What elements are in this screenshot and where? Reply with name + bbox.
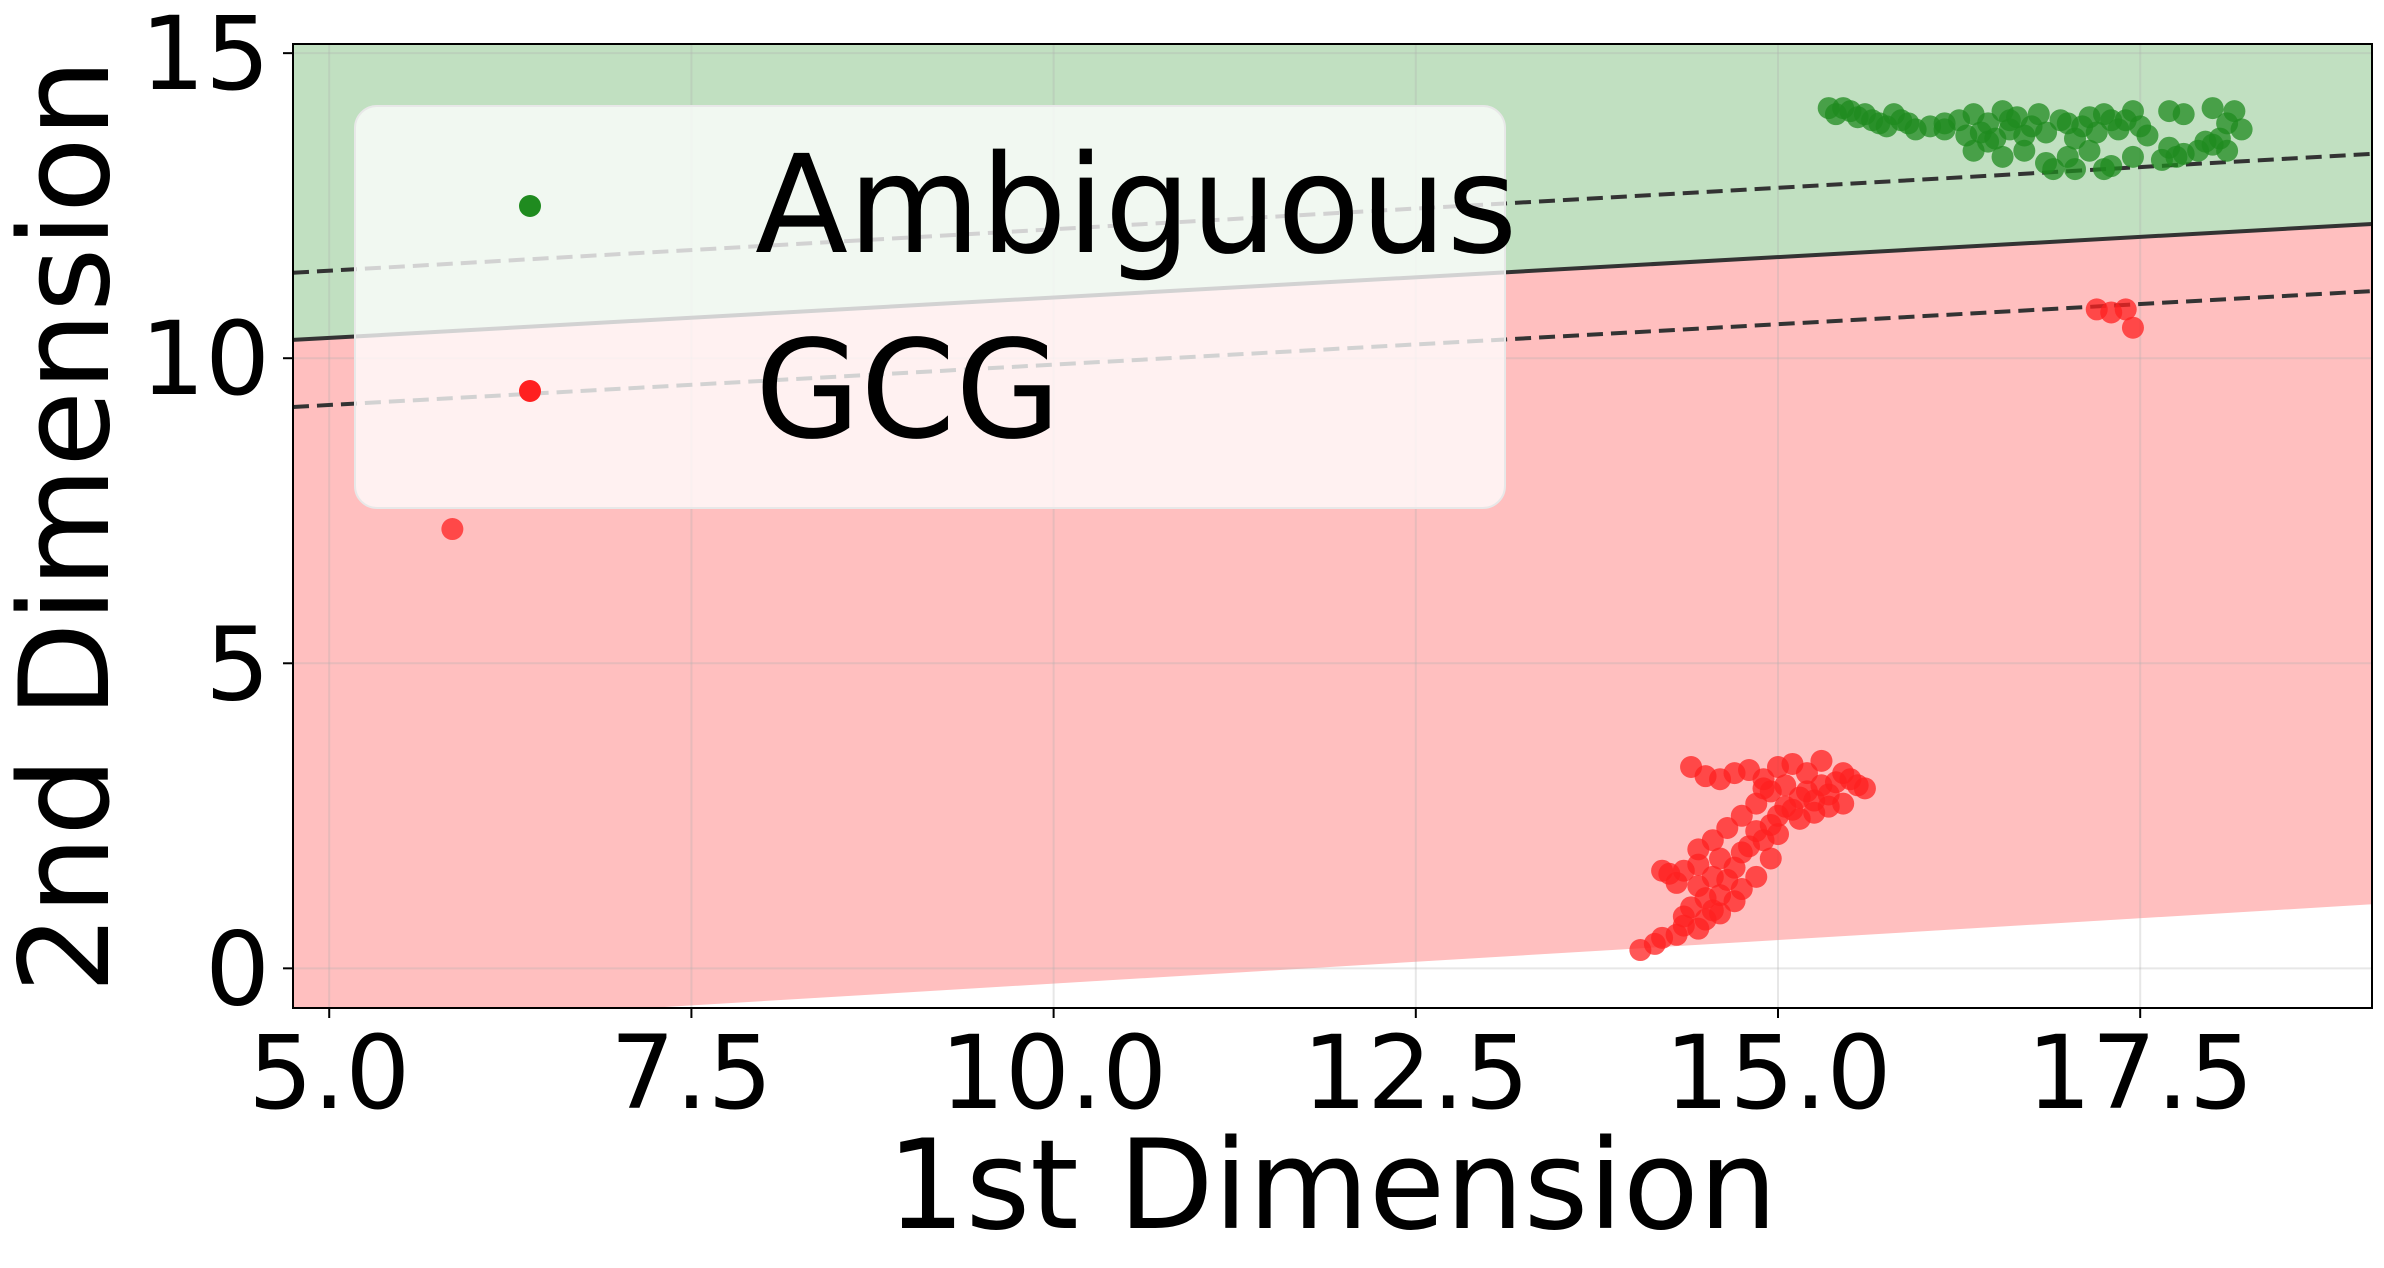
point-gcg xyxy=(1745,865,1768,888)
point-ambiguous xyxy=(1933,112,1956,135)
point-gcg xyxy=(1767,823,1789,846)
point-ambiguous xyxy=(2136,124,2159,147)
point-gcg xyxy=(1672,905,1695,928)
point-gcg xyxy=(1709,847,1732,870)
data-points xyxy=(441,97,2253,962)
point-gcg xyxy=(1687,853,1710,876)
point-gcg xyxy=(2114,298,2137,321)
point-gcg xyxy=(1687,838,1710,861)
legend-label-gcg: GCG xyxy=(755,312,1061,470)
point-ambiguous xyxy=(2042,158,2065,181)
point-ambiguous xyxy=(1977,130,2000,153)
point-ambiguous xyxy=(2013,139,2036,162)
point-gcg xyxy=(1810,749,1833,772)
plot-frame xyxy=(292,43,2373,1009)
y-tick-label: 10 xyxy=(140,300,270,419)
axis-ticks: 5.0 7.5 10.0 12.5 15.0 17.5 0 5 10 15 xyxy=(140,0,2254,1133)
y-tick-label: 5 xyxy=(205,605,270,724)
y-tick-label: 15 xyxy=(140,0,270,114)
x-axis-label: 1st Dimension xyxy=(887,1114,1778,1258)
point-ambiguous xyxy=(2121,145,2144,168)
point-gcg xyxy=(1832,792,1855,815)
x-tick-label: 5.0 xyxy=(248,1014,410,1133)
point-ambiguous xyxy=(2078,139,2101,162)
point-gcg xyxy=(1759,847,1782,870)
legend-marker-gcg xyxy=(519,380,541,402)
y-axis-label: 2nd Dimension xyxy=(0,59,138,994)
point-gcg xyxy=(2121,316,2144,339)
point-ambiguous xyxy=(1904,118,1927,141)
point-gcg xyxy=(1853,777,1876,800)
point-gcg xyxy=(1709,902,1732,925)
legend-box xyxy=(354,105,1506,509)
point-ambiguous xyxy=(2230,118,2253,141)
point-ambiguous xyxy=(2158,100,2181,123)
point-ambiguous xyxy=(2035,121,2058,144)
x-tick-label: 15.0 xyxy=(1664,1014,1891,1133)
point-gcg xyxy=(1716,817,1739,840)
point-ambiguous xyxy=(2201,97,2224,120)
point-ambiguous xyxy=(2216,139,2239,162)
y-tick-label: 0 xyxy=(205,910,270,1029)
point-gcg xyxy=(1665,871,1688,894)
point-gcg xyxy=(1752,777,1775,800)
x-tick-label: 17.5 xyxy=(2027,1014,2254,1133)
point-gcg xyxy=(1795,762,1818,785)
point-ambiguous xyxy=(1991,145,2014,168)
point-ambiguous xyxy=(2085,121,2108,144)
point-ambiguous xyxy=(2223,100,2246,123)
legend-marker-ambiguous xyxy=(519,195,541,217)
x-tick-label: 10.0 xyxy=(940,1014,1167,1133)
legend: Ambiguous GCG xyxy=(354,105,1517,509)
point-ambiguous xyxy=(2194,130,2217,153)
point-gcg xyxy=(1730,804,1753,827)
x-tick-label: 12.5 xyxy=(1302,1014,1529,1133)
point-gcg xyxy=(441,518,464,541)
point-ambiguous xyxy=(2027,103,2050,126)
point-ambiguous xyxy=(2165,145,2188,168)
legend-label-ambiguous: Ambiguous xyxy=(755,127,1517,285)
point-gcg xyxy=(1730,878,1753,901)
point-ambiguous xyxy=(1998,109,2021,132)
point-ambiguous xyxy=(2064,158,2086,181)
x-tick-label: 7.5 xyxy=(610,1014,772,1133)
point-ambiguous xyxy=(2092,158,2115,181)
